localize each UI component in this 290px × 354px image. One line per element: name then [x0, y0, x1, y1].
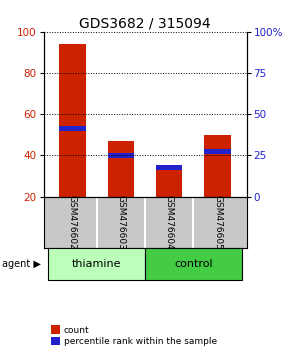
Text: GSM476602: GSM476602 — [68, 195, 77, 250]
Bar — [59, 44, 86, 196]
Text: GSM476604: GSM476604 — [165, 195, 174, 250]
Bar — [204, 135, 231, 196]
Legend: count, percentile rank within the sample: count, percentile rank within the sample — [51, 325, 217, 346]
Text: agent ▶: agent ▶ — [2, 259, 41, 269]
Bar — [59, 126, 86, 131]
Text: thiamine: thiamine — [72, 259, 122, 269]
Title: GDS3682 / 315094: GDS3682 / 315094 — [79, 17, 211, 31]
Text: GSM476603: GSM476603 — [116, 195, 125, 250]
Bar — [108, 141, 134, 196]
Bar — [204, 149, 231, 154]
Bar — [156, 170, 182, 196]
Bar — [145, 248, 242, 280]
Bar — [48, 248, 145, 280]
Text: GSM476605: GSM476605 — [213, 195, 222, 250]
Bar — [156, 165, 182, 170]
Bar — [108, 153, 134, 158]
Text: control: control — [174, 259, 213, 269]
